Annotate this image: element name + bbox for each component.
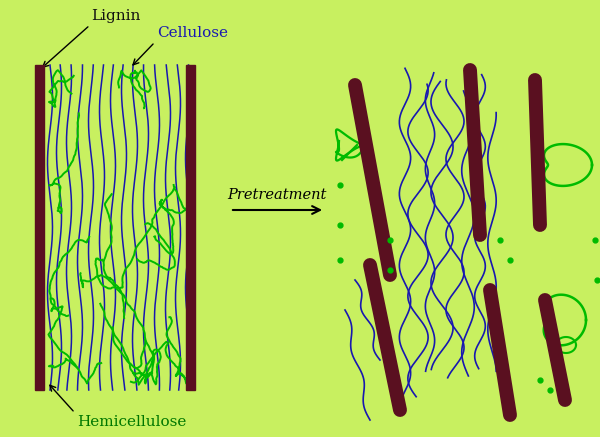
Text: Hemicellulose: Hemicellulose [77, 415, 187, 429]
Bar [35, 65, 44, 390]
Text: Cellulose: Cellulose [157, 26, 228, 40]
Text: Pretreatment: Pretreatment [227, 188, 326, 202]
Text: Lignin: Lignin [91, 9, 140, 23]
Bar [186, 65, 195, 390]
